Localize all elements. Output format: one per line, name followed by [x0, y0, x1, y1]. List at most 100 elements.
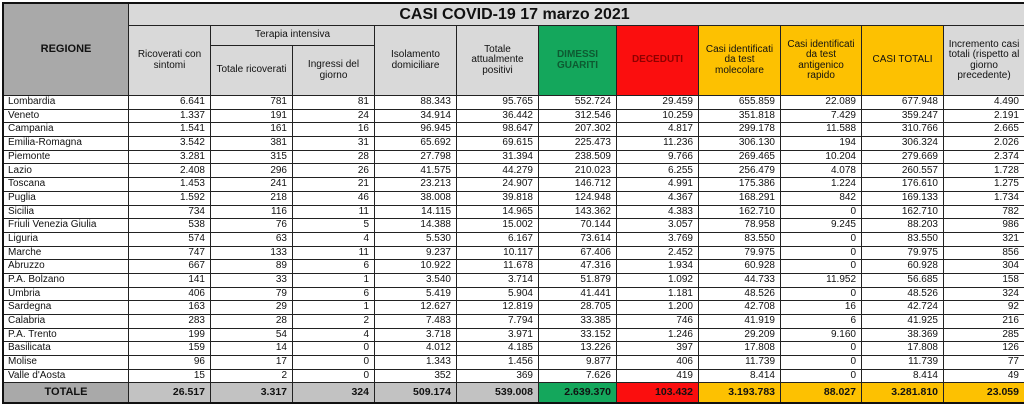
value-cell: 299.178	[699, 123, 780, 137]
value-cell: 538	[129, 219, 210, 232]
value-cell: 1.275	[944, 178, 1024, 191]
value-cell: 304	[944, 260, 1024, 273]
value-cell: 21	[293, 178, 374, 191]
value-cell: 28	[211, 315, 292, 328]
value-cell: 2.408	[129, 164, 210, 178]
value-cell: 12.627	[375, 301, 456, 314]
region-cell: Sardegna	[4, 301, 128, 314]
value-cell: 88.343	[375, 96, 456, 109]
value-cell: 1.337	[129, 109, 210, 123]
value-cell: 1.181	[617, 287, 698, 301]
value-cell: 225.473	[539, 137, 616, 150]
value-cell: 13.226	[539, 342, 616, 356]
value-cell: 28	[293, 150, 374, 164]
value-cell: 1.934	[617, 260, 698, 273]
value-cell: 38.369	[862, 328, 943, 342]
value-cell: 31	[293, 137, 374, 150]
value-cell: 11.952	[781, 273, 861, 287]
value-cell: 162.710	[699, 205, 780, 219]
value-cell: 306.324	[862, 137, 943, 150]
value-cell: 3.542	[129, 137, 210, 150]
value-cell: 4.012	[375, 342, 456, 356]
value-cell: 397	[617, 342, 698, 356]
value-cell: 159	[129, 342, 210, 356]
value-cell: 162.710	[862, 205, 943, 219]
value-cell: 63	[211, 232, 292, 246]
value-cell: 48.526	[699, 287, 780, 301]
value-cell: 256.479	[699, 164, 780, 178]
value-cell: 23.213	[375, 178, 456, 191]
value-cell: 95.765	[457, 96, 538, 109]
region-cell: Campania	[4, 123, 128, 137]
value-cell: 321	[944, 232, 1024, 246]
value-cell: 191	[211, 109, 292, 123]
value-cell: 70.144	[539, 219, 616, 232]
value-cell: 3.057	[617, 219, 698, 232]
value-cell: 28.705	[539, 301, 616, 314]
total-value-cell: 3.281.810	[862, 383, 943, 403]
value-cell: 9.245	[781, 219, 861, 232]
value-cell: 4.078	[781, 164, 861, 178]
value-cell: 169.133	[862, 191, 943, 205]
covid-report: REGIONE CASI COVID-19 17 marzo 2021 Rico…	[2, 2, 1024, 405]
value-cell: 98.647	[457, 123, 538, 137]
value-cell: 9.877	[539, 356, 616, 369]
value-cell: 67.406	[539, 246, 616, 260]
value-cell: 79.975	[699, 246, 780, 260]
region-cell: Abruzzo	[4, 260, 128, 273]
value-cell: 7.483	[375, 315, 456, 328]
value-cell: 2	[211, 369, 292, 383]
value-cell: 746	[617, 315, 698, 328]
region-cell: Valle d'Aosta	[4, 369, 128, 383]
region-cell: Umbria	[4, 287, 128, 301]
value-cell: 163	[129, 301, 210, 314]
value-cell: 79	[211, 287, 292, 301]
value-cell: 207.302	[539, 123, 616, 137]
value-cell: 6	[293, 260, 374, 273]
value-cell: 0	[293, 369, 374, 383]
value-cell: 3.971	[457, 328, 538, 342]
value-cell: 17.808	[862, 342, 943, 356]
value-cell: 199	[129, 328, 210, 342]
value-cell: 4.490	[944, 96, 1024, 109]
value-cell: 6	[781, 315, 861, 328]
total-value-cell: 26.517	[129, 383, 210, 403]
value-cell: 3.281	[129, 150, 210, 164]
value-cell: 2.452	[617, 246, 698, 260]
value-cell: 22.089	[781, 96, 861, 109]
value-cell: 285	[944, 328, 1024, 342]
region-cell: Liguria	[4, 232, 128, 246]
value-cell: 1.224	[781, 178, 861, 191]
value-cell: 352	[375, 369, 456, 383]
region-cell: Sicilia	[4, 205, 128, 219]
value-cell: 3.540	[375, 273, 456, 287]
value-cell: 143.362	[539, 205, 616, 219]
col-header-deceduti: DECEDUTI	[617, 26, 698, 95]
value-cell: 4	[293, 328, 374, 342]
total-value-cell: 23.059	[944, 383, 1024, 403]
value-cell: 260.557	[862, 164, 943, 178]
value-cell: 1.453	[129, 178, 210, 191]
value-cell: 42.708	[699, 301, 780, 314]
value-cell: 8.414	[699, 369, 780, 383]
col-header-test-molecolare: Casi identificati da test molecolare	[699, 26, 780, 95]
value-cell: 9.766	[617, 150, 698, 164]
value-cell: 116	[211, 205, 292, 219]
value-cell: 14.115	[375, 205, 456, 219]
col-header-dimessi-guariti: DIMESSI GUARITI	[539, 26, 616, 95]
col-header-ingressi-del-giorno: Ingressi del giorno	[293, 46, 374, 95]
total-value-cell: 539.008	[457, 383, 538, 403]
value-cell: 369	[457, 369, 538, 383]
value-cell: 310.766	[862, 123, 943, 137]
value-cell: 126	[944, 342, 1024, 356]
value-cell: 41.441	[539, 287, 616, 301]
col-header-totale-attualmente-positivi: Totale attualmente positivi	[457, 26, 538, 95]
value-cell: 381	[211, 137, 292, 150]
value-cell: 29.209	[699, 328, 780, 342]
value-cell: 33	[211, 273, 292, 287]
region-cell: Marche	[4, 246, 128, 260]
value-cell: 42.724	[862, 301, 943, 314]
value-cell: 146.712	[539, 178, 616, 191]
value-cell: 238.509	[539, 150, 616, 164]
region-cell: Toscana	[4, 178, 128, 191]
